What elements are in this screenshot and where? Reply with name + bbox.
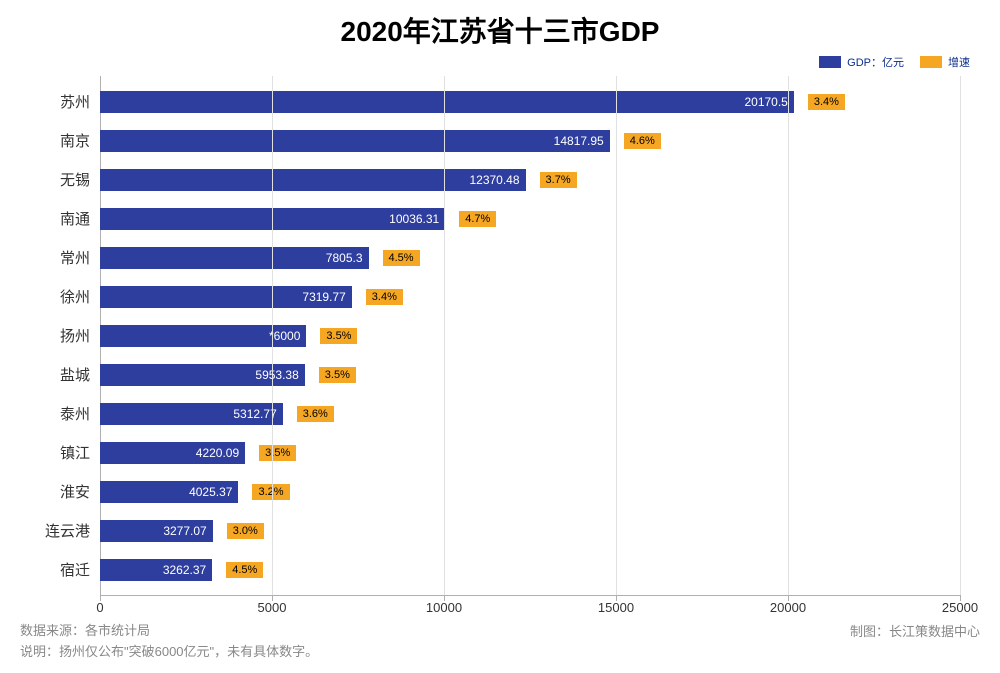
growth-badge: 3.5% bbox=[320, 328, 357, 344]
growth-badge: 4.5% bbox=[226, 562, 263, 578]
bar-row: 徐州7319.773.4% bbox=[100, 285, 960, 309]
y-category-label: 常州 bbox=[20, 247, 90, 268]
bar-row: 苏州20170.53.4% bbox=[100, 90, 960, 114]
y-category-label: 扬州 bbox=[20, 325, 90, 346]
plot-area: 苏州20170.53.4%南京14817.954.6%无锡12370.483.7… bbox=[100, 76, 960, 596]
bar-row: 连云港3277.073.0% bbox=[100, 519, 960, 543]
growth-badge: 3.4% bbox=[366, 289, 403, 305]
gdp-bar: 7319.77 bbox=[100, 286, 352, 308]
gdp-bar: *6000 bbox=[100, 325, 306, 347]
growth-badge: 3.7% bbox=[540, 172, 577, 188]
gdp-bar: 12370.48 bbox=[100, 169, 526, 191]
gdp-bar: 5953.38 bbox=[100, 364, 305, 386]
bar-rows: 苏州20170.53.4%南京14817.954.6%无锡12370.483.7… bbox=[100, 76, 960, 595]
footer-credit: 制图：长江策数据中心 bbox=[850, 621, 980, 663]
bar-row: 无锡12370.483.7% bbox=[100, 168, 960, 192]
gdp-bar: 20170.5 bbox=[100, 91, 794, 113]
y-category-label: 连云港 bbox=[20, 520, 90, 541]
x-axis: 0500010000150002000025000 bbox=[100, 596, 960, 620]
gridline bbox=[444, 76, 445, 595]
gdp-bar: 14817.95 bbox=[100, 130, 610, 152]
gdp-bar: 5312.77 bbox=[100, 403, 283, 425]
gdp-bar: 7805.3 bbox=[100, 247, 369, 269]
y-category-label: 盐城 bbox=[20, 364, 90, 385]
xtick-label: 25000 bbox=[942, 600, 978, 615]
y-category-label: 徐州 bbox=[20, 286, 90, 307]
gdp-bar: 3262.37 bbox=[100, 559, 212, 581]
bar-row: 南京14817.954.6% bbox=[100, 129, 960, 153]
bar-row: 扬州*60003.5% bbox=[100, 324, 960, 348]
growth-badge: 4.6% bbox=[624, 133, 661, 149]
growth-badge: 3.4% bbox=[808, 94, 845, 110]
bar-row: 南通10036.314.7% bbox=[100, 207, 960, 231]
xtick-label: 0 bbox=[96, 600, 103, 615]
gdp-bar: 4025.37 bbox=[100, 481, 238, 503]
bar-row: 泰州5312.773.6% bbox=[100, 402, 960, 426]
footer-note: 说明：扬州仅公布"突破6000亿元"，未有具体数字。 bbox=[20, 642, 318, 663]
legend-swatch-growth bbox=[920, 56, 942, 68]
growth-badge: 3.0% bbox=[227, 523, 264, 539]
chart-title: 2020年江苏省十三市GDP bbox=[20, 10, 980, 50]
chart-container: 2020年江苏省十三市GDP GDP：亿元 增速 苏州 20170.5 3.4% 南京… bbox=[0, 0, 1000, 620]
y-category-label: 南通 bbox=[20, 208, 90, 229]
bar-row: 宿迁3262.374.5% bbox=[100, 558, 960, 582]
y-category-label: 镇江 bbox=[20, 442, 90, 463]
bar-row: 常州7805.34.5% bbox=[100, 246, 960, 270]
gridline bbox=[960, 76, 961, 595]
y-category-label: 宿迁 bbox=[20, 559, 90, 580]
bar-row: 镇江4220.093.5% bbox=[100, 441, 960, 465]
footer-source: 数据来源：各市统计局 bbox=[20, 621, 318, 642]
growth-badge: 3.5% bbox=[319, 367, 356, 383]
gdp-bar: 3277.07 bbox=[100, 520, 213, 542]
gridline bbox=[788, 76, 789, 595]
legend-swatch-gdp bbox=[819, 56, 841, 68]
bar-row: 淮安4025.373.2% bbox=[100, 480, 960, 504]
y-category-label: 苏州 bbox=[20, 91, 90, 112]
xtick-label: 20000 bbox=[770, 600, 806, 615]
y-category-label: 南京 bbox=[20, 130, 90, 151]
y-category-label: 泰州 bbox=[20, 403, 90, 424]
legend-label-growth: 增速 bbox=[948, 54, 970, 70]
growth-badge: 3.6% bbox=[297, 406, 334, 422]
gridline bbox=[616, 76, 617, 595]
growth-badge: 3.2% bbox=[252, 484, 289, 500]
legend: GDP：亿元 增速 bbox=[20, 54, 980, 70]
y-category-label: 无锡 bbox=[20, 169, 90, 190]
growth-badge: 4.5% bbox=[383, 250, 420, 266]
gridline bbox=[272, 76, 273, 595]
growth-badge: 4.7% bbox=[459, 211, 496, 227]
growth-badge: 3.5% bbox=[259, 445, 296, 461]
y-category-label: 淮安 bbox=[20, 481, 90, 502]
legend-label-gdp: GDP：亿元 bbox=[847, 54, 904, 70]
gdp-bar: 4220.09 bbox=[100, 442, 245, 464]
xtick-label: 15000 bbox=[598, 600, 634, 615]
footer: 数据来源：各市统计局 说明：扬州仅公布"突破6000亿元"，未有具体数字。 制图… bbox=[20, 621, 980, 663]
xtick-label: 10000 bbox=[426, 600, 462, 615]
bar-row: 盐城5953.383.5% bbox=[100, 363, 960, 387]
xtick-label: 5000 bbox=[258, 600, 287, 615]
footer-left: 数据来源：各市统计局 说明：扬州仅公布"突破6000亿元"，未有具体数字。 bbox=[20, 621, 318, 663]
